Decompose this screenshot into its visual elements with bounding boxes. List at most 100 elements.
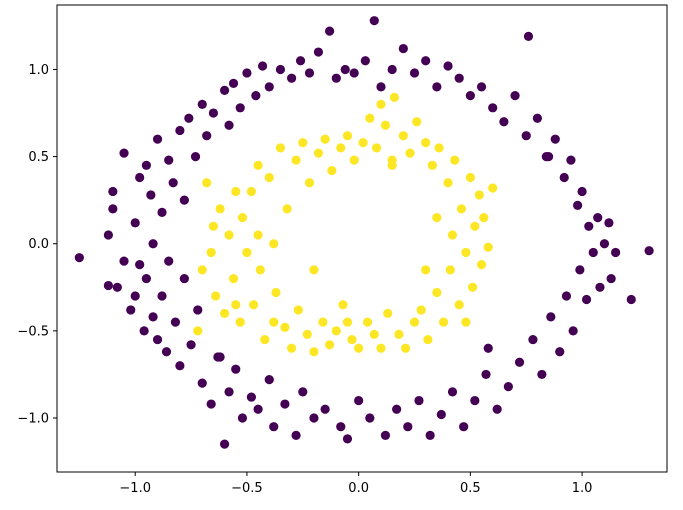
scatter-point-s0-69 (336, 422, 346, 432)
scatter-point-s1-49 (376, 343, 386, 353)
scatter-point-s0-106 (532, 113, 543, 123)
scatter-point-s1-35 (325, 340, 335, 350)
scatter-point-s1-30 (304, 178, 315, 188)
scatter-point-s0-47 (235, 103, 245, 113)
scatter-point-s0-42 (219, 85, 230, 95)
scatter-point-s0-14 (141, 160, 151, 170)
scatter-point-s0-77 (376, 82, 386, 92)
scatter-point-s0-121 (588, 247, 598, 258)
scatter-point-s0-93 (465, 91, 475, 101)
scatter-point-s0-46 (231, 364, 241, 374)
scatter-point-s0-131 (215, 352, 225, 362)
scatter-point-s0-25 (164, 256, 174, 266)
scatter-point-s0-13 (139, 326, 149, 336)
scatter-point-s1-66 (438, 317, 449, 327)
scatter-point-s1-18 (260, 334, 270, 345)
y-tick-label: −0.5 (17, 324, 49, 339)
scatter-point-s0-76 (369, 16, 379, 26)
scatter-point-s1-43 (354, 343, 364, 353)
scatter-point-s1-28 (298, 138, 308, 148)
scatter-point-s1-22 (275, 143, 286, 153)
scatter-point-s1-79 (483, 242, 493, 252)
scatter-point-s0-89 (443, 61, 453, 71)
scatter-point-s0-96 (481, 369, 491, 380)
scatter-point-s0-98 (492, 404, 502, 414)
scatter-point-s1-60 (416, 305, 426, 315)
scatter-point-s0-58 (280, 399, 290, 409)
scatter-point-s0-84 (414, 395, 424, 406)
scatter-point-s0-100 (503, 382, 513, 392)
scatter-point-s1-81 (309, 265, 319, 275)
scatter-point-s1-68 (445, 265, 455, 275)
scatter-point-s0-11 (135, 172, 145, 183)
scatter-point-s0-90 (447, 387, 458, 397)
scatter-point-s0-52 (253, 404, 263, 414)
scatter-point-s0-120 (584, 221, 594, 231)
scatter-point-s0-92 (459, 422, 469, 432)
scatter-point-s0-12 (135, 260, 145, 270)
y-tick-label: −1.0 (17, 411, 49, 426)
scatter-point-s0-74 (360, 56, 370, 66)
scatter-point-s1-67 (443, 178, 453, 188)
y-tick-label: 0.0 (28, 237, 49, 252)
scatter-point-s1-5 (211, 291, 221, 301)
scatter-point-s1-57 (405, 148, 415, 158)
scatter-point-s0-20 (152, 334, 163, 345)
scatter-point-s1-88 (342, 317, 353, 327)
y-tick-label: 0.5 (28, 150, 49, 165)
scatter-point-s0-24 (164, 155, 174, 165)
scatter-point-s0-50 (246, 392, 256, 402)
scatter-point-s1-23 (280, 322, 290, 332)
scatter-point-s1-32 (313, 148, 324, 158)
scatter-point-s0-27 (170, 317, 181, 327)
scatter-point-s1-2 (202, 178, 212, 188)
scatter-point-s1-86 (231, 300, 241, 310)
scatter-point-s1-75 (470, 221, 480, 231)
scatter-point-s0-109 (546, 312, 556, 322)
scatter-point-s1-34 (320, 134, 330, 144)
scatter-point-s1-40 (342, 131, 353, 141)
scatter-point-s0-67 (325, 26, 335, 36)
scatter-point-s0-132 (483, 343, 493, 353)
scatter-point-s0-79 (387, 64, 397, 75)
scatter-point-s1-39 (338, 300, 348, 310)
scatter-point-s1-84 (421, 265, 431, 275)
scatter-point-s0-45 (228, 78, 239, 89)
scatter-point-s0-119 (581, 294, 592, 305)
scatter-point-s1-9 (228, 273, 239, 284)
scatter-point-s0-129 (644, 246, 654, 256)
scatter-point-s1-89 (461, 317, 471, 327)
scatter-point-s0-113 (561, 291, 572, 301)
scatter-point-s0-101 (510, 91, 520, 101)
y-axis: −1.0 −0.5 0.0 0.5 1.0 (17, 63, 57, 426)
scatter-point-s1-74 (468, 282, 478, 292)
scatter-point-s0-1 (108, 186, 118, 197)
scatter-point-s0-78 (380, 430, 391, 441)
scatter-point-s0-60 (291, 430, 301, 441)
scatter-point-s0-105 (528, 334, 538, 345)
scatter-point-s0-128 (626, 294, 636, 305)
scatter-point-s0-17 (148, 312, 158, 322)
scatter-point-s0-62 (298, 387, 308, 397)
scatter-point-s0-124 (599, 239, 610, 249)
scatter-point-s0-116 (573, 200, 583, 210)
scatter-point-s1-16 (253, 160, 263, 170)
scatter-point-s0-35 (193, 305, 203, 315)
scatter-point-s1-24 (282, 204, 292, 214)
scatter-point-s1-70 (454, 300, 464, 310)
scatter-point-s0-31 (179, 273, 189, 284)
scatter-point-s1-65 (434, 143, 444, 153)
scatter-point-s0-80 (392, 404, 402, 414)
scatter-point-s0-33 (186, 340, 196, 350)
scatter-point-s0-34 (190, 152, 201, 162)
scatter-point-s1-51 (383, 308, 393, 319)
scatter-point-s1-47 (369, 329, 379, 339)
scatter-point-s0-7 (119, 256, 129, 266)
scatter-point-s0-95 (476, 82, 487, 92)
scatter-point-s0-39 (206, 399, 216, 409)
scatter-point-s0-40 (208, 108, 219, 118)
scatter-point-s0-73 (354, 395, 364, 406)
scatter-point-s0-126 (606, 273, 616, 284)
scatter-point-s0-28 (175, 125, 185, 136)
scatter-point-s0-65 (313, 47, 324, 57)
